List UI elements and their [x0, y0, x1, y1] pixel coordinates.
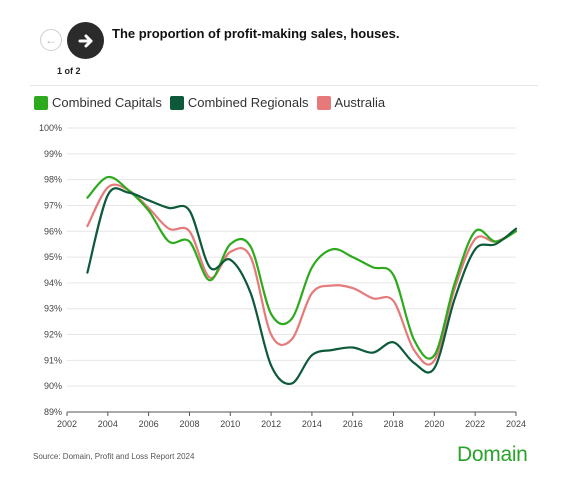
- y-tick-label: 96%: [44, 226, 62, 236]
- legend-label: Australia: [334, 95, 386, 110]
- previous-button[interactable]: ←: [40, 29, 62, 51]
- legend-label: Combined Regionals: [187, 95, 309, 110]
- y-tick-label: 90%: [44, 381, 62, 391]
- legend: Combined Capitals Combined Regionals Aus…: [34, 95, 385, 110]
- series-line-capitals: [86, 175, 518, 360]
- source-note: Source: Domain, Profit and Loss Report 2…: [33, 452, 195, 461]
- y-tick-label: 95%: [44, 252, 62, 262]
- divider: [30, 85, 538, 86]
- arrow-left-icon: ←: [45, 33, 57, 47]
- y-tick-label: 97%: [44, 200, 62, 210]
- chart-title: The proportion of profit-making sales, h…: [112, 26, 400, 41]
- y-tick-label: 100%: [39, 123, 62, 133]
- y-tick-label: 93%: [44, 304, 62, 314]
- x-tick-label: 2004: [98, 419, 118, 429]
- x-tick-label: 2002: [57, 419, 77, 429]
- x-tick-label: 2018: [384, 419, 404, 429]
- domain-logo: Domain: [457, 443, 528, 466]
- legend-item-australia[interactable]: Australia: [316, 95, 386, 110]
- x-tick-label: 2006: [139, 419, 159, 429]
- legend-label: Combined Capitals: [52, 95, 162, 110]
- y-tick-label: 91%: [44, 355, 62, 365]
- x-tick-label: 2010: [220, 419, 240, 429]
- page-indicator: 1 of 2: [57, 66, 81, 76]
- legend-swatch: [34, 95, 48, 110]
- x-tick-label: 2020: [424, 419, 444, 429]
- series-line-australia: [86, 183, 518, 366]
- y-tick-label: 94%: [44, 278, 62, 288]
- legend-item-capitals[interactable]: Combined Capitals: [34, 95, 162, 110]
- legend-swatch: [169, 95, 184, 110]
- arrow-right-icon: [78, 34, 92, 47]
- y-tick-label: 92%: [44, 330, 62, 340]
- x-tick-label: 2016: [343, 419, 363, 429]
- x-tick-label: 2008: [179, 419, 199, 429]
- y-tick-label: 98%: [44, 175, 62, 185]
- x-tick-label: 2012: [261, 419, 281, 429]
- y-tick-label: 99%: [44, 149, 62, 159]
- x-tick-label: 2014: [302, 419, 322, 429]
- y-tick-label: 89%: [44, 407, 62, 417]
- legend-swatch: [316, 95, 331, 110]
- next-button[interactable]: [67, 22, 104, 59]
- series-line-regionals: [86, 187, 518, 386]
- x-tick-label: 2022: [465, 419, 485, 429]
- x-tick-label: 2024: [506, 419, 526, 429]
- legend-item-regionals[interactable]: Combined Regionals: [169, 95, 309, 110]
